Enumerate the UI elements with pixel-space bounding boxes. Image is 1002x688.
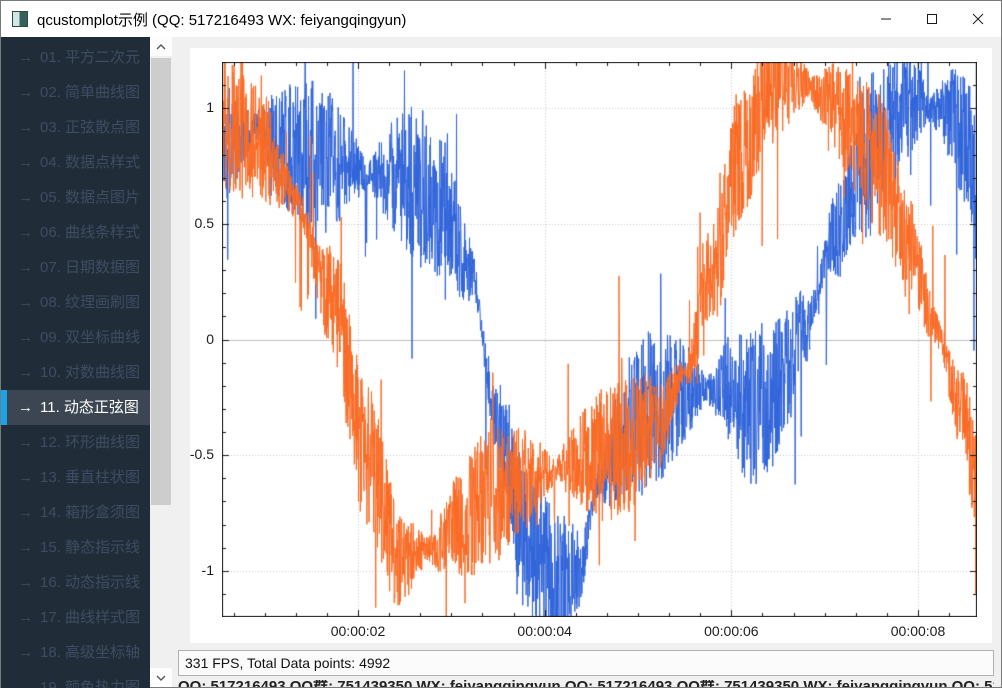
arrow-icon: →: [18, 49, 33, 66]
sidebar-item-label: 19. 颜色热力图: [40, 679, 141, 688]
sidebar-item-label: 02. 简单曲线图: [40, 84, 141, 101]
arrow-icon: →: [18, 399, 33, 416]
maximize-button[interactable]: [909, 1, 955, 37]
sidebar-item-04[interactable]: → 04. 数据点样式: [1, 145, 150, 180]
sidebar-item-10[interactable]: → 10. 对数曲线图: [1, 355, 150, 390]
sidebar-item-08[interactable]: → 08. 纹理画刷图: [1, 285, 150, 320]
bottom-clipped-text: QQ: 517216493 QQ群: 751439350 WX: feiyang…: [178, 680, 994, 687]
arrow-icon: →: [18, 539, 33, 556]
sidebar-menu: → 01. 平方二次元 → 02. 简单曲线图 → 03. 正弦散点图 → 04. 数据点样式…: [1, 37, 150, 688]
sidebar-item-label: 16. 动态指示线: [40, 574, 141, 591]
status-bar: 331 FPS, Total Data points: 4992: [178, 650, 994, 676]
sidebar-item-label: 15. 静态指示线: [40, 539, 141, 556]
sidebar-item-label: 07. 日期数据图: [40, 259, 141, 276]
arrow-icon: →: [18, 154, 33, 171]
sidebar-item-17[interactable]: → 17. 曲线样式图: [1, 600, 150, 635]
sidebar-item-label: 14. 箱形盒须图: [40, 504, 141, 521]
scroll-up-button[interactable]: [150, 37, 172, 56]
sidebar-item-11[interactable]: → 11. 动态正弦图: [1, 390, 150, 425]
x-tick-label: 00:00:02: [330, 623, 386, 639]
sidebar-item-label: 08. 纹理画刷图: [40, 294, 141, 311]
sidebar-item-05[interactable]: → 05. 数据点图片: [1, 180, 150, 215]
arrow-icon: →: [18, 469, 33, 486]
chart-canvas[interactable]: [222, 62, 977, 617]
sidebar-item-label: 04. 数据点样式: [40, 154, 141, 171]
maximize-icon: [927, 14, 937, 24]
sidebar-item-07[interactable]: → 07. 日期数据图: [1, 250, 150, 285]
sidebar-item-label: 05. 数据点图片: [40, 189, 141, 206]
app-icon: [12, 11, 28, 27]
sidebar-item-13[interactable]: → 13. 垂直柱状图: [1, 460, 150, 495]
sidebar-item-06[interactable]: → 06. 曲线条样式: [1, 215, 150, 250]
sidebar-item-label: 12. 环形曲线图: [40, 434, 141, 451]
sidebar-item-label: 18. 高级坐标轴: [40, 644, 141, 661]
content-area: 1 0.5 0 -0.5 -1 00:00:02 00:00:04 00:00:06 00:00…: [172, 37, 1001, 687]
arrow-icon: →: [18, 119, 33, 136]
sidebar-item-12[interactable]: → 12. 环形曲线图: [1, 425, 150, 460]
sidebar-scrollbar[interactable]: [150, 37, 172, 687]
arrow-icon: →: [18, 259, 33, 276]
arrow-icon: →: [18, 504, 33, 521]
scrollbar-thumb[interactable]: [151, 58, 171, 505]
sidebar-item-label: 03. 正弦散点图: [40, 119, 141, 136]
sidebar-item-09[interactable]: → 09. 双坐标曲线: [1, 320, 150, 355]
chevron-up-icon: [156, 43, 166, 49]
minimize-button[interactable]: [863, 1, 909, 37]
x-tick-label: 00:00:06: [704, 623, 759, 639]
sidebar-item-15[interactable]: → 15. 静态指示线: [1, 530, 150, 565]
arrow-icon: →: [18, 84, 33, 101]
sidebar-item-label: 11. 动态正弦图: [40, 399, 139, 416]
sidebar-item-19[interactable]: → 19. 颜色热力图: [1, 670, 150, 688]
arrow-icon: →: [18, 434, 33, 451]
x-tick-label: 00:00:04: [517, 623, 572, 639]
sidebar-item-16[interactable]: → 16. 动态指示线: [1, 565, 150, 600]
sidebar-item-label: 09. 双坐标曲线: [40, 329, 141, 346]
y-tick-label: 1: [206, 99, 214, 116]
sidebar-item-label: 01. 平方二次元: [40, 49, 141, 66]
sidebar-item-label: 10. 对数曲线图: [40, 364, 141, 381]
sidebar-item-label: 06. 曲线条样式: [40, 224, 141, 241]
sidebar-item-label: 17. 曲线样式图: [40, 609, 141, 626]
close-button[interactable]: [955, 1, 1001, 37]
arrow-icon: →: [18, 679, 33, 688]
arrow-icon: →: [18, 609, 33, 626]
arrow-icon: →: [18, 644, 33, 661]
arrow-icon: →: [18, 574, 33, 591]
minimize-icon: [881, 18, 891, 20]
arrow-icon: →: [18, 294, 33, 311]
sidebar-item-18[interactable]: → 18. 高级坐标轴: [1, 635, 150, 670]
scroll-down-button[interactable]: [150, 668, 172, 687]
close-icon: [972, 13, 984, 25]
y-tick-label: 0: [206, 330, 214, 347]
y-tick-label: -1: [201, 561, 214, 578]
x-tick-label: 00:00:08: [890, 623, 946, 639]
sidebar-item-01[interactable]: → 01. 平方二次元: [1, 40, 150, 75]
arrow-icon: →: [18, 189, 33, 206]
y-tick-label: -0.5: [189, 446, 214, 463]
arrow-icon: →: [18, 224, 33, 241]
sidebar-item-14[interactable]: → 14. 箱形盒须图: [1, 495, 150, 530]
y-tick-label: 0.5: [194, 214, 214, 231]
chevron-down-icon: [156, 675, 166, 681]
sidebar-item-03[interactable]: → 03. 正弦散点图: [1, 110, 150, 145]
arrow-icon: →: [18, 364, 33, 381]
sidebar-item-02[interactable]: → 02. 简单曲线图: [1, 75, 150, 110]
sidebar-item-label: 13. 垂直柱状图: [40, 469, 141, 486]
titlebar[interactable]: qcustomplot示例 (QQ: 517216493 WX: feiyang…: [1, 1, 1001, 37]
status-text: 331 FPS, Total Data points: 4992: [185, 655, 391, 671]
window-title: qcustomplot示例 (QQ: 517216493 WX: feiyang…: [37, 12, 407, 29]
arrow-icon: →: [18, 329, 33, 346]
plot-widget: 1 0.5 0 -0.5 -1 00:00:02 00:00:04 00:00:06 00:00…: [190, 48, 992, 643]
window-controls: [863, 1, 1001, 37]
